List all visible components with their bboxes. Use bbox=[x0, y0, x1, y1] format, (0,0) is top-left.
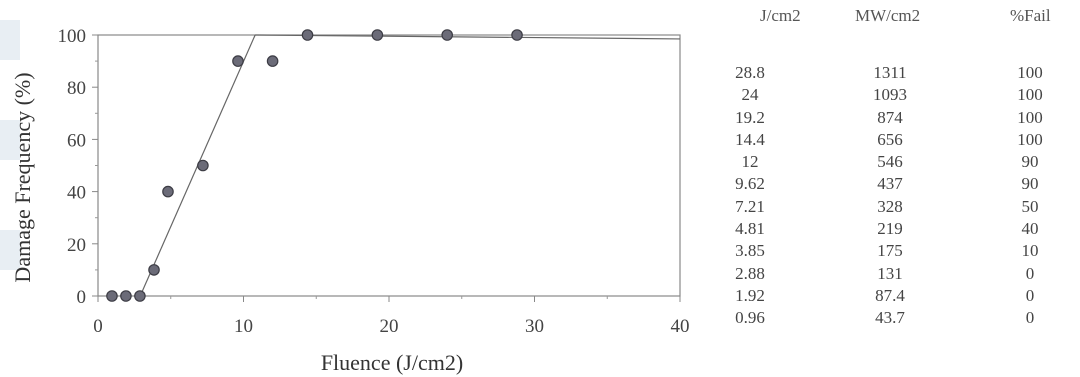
table-cell: 100 bbox=[1017, 63, 1043, 82]
y-tick-label: 40 bbox=[67, 183, 86, 204]
table-cell: 874 bbox=[877, 107, 903, 127]
table-cell: 9.62 bbox=[735, 174, 765, 194]
y-axis-ticks: 0 20 40 60 80 100 bbox=[58, 26, 98, 308]
x-tick-label: 30 bbox=[525, 316, 544, 337]
table-header-fail: %Fail bbox=[1010, 6, 1051, 25]
x-axis-title: Fluence (J/cm2) bbox=[321, 350, 463, 375]
table-cell: 546 bbox=[877, 152, 903, 172]
data-point bbox=[441, 29, 453, 41]
data-point bbox=[266, 55, 279, 67]
table-cell: 131 bbox=[877, 263, 903, 283]
table-column-jcm2: 28.8 24 19.2 14.4 12 9.62 7.21 4.81 3.85 2.88 1.92… bbox=[720, 62, 780, 330]
y-tick-label: 80 bbox=[67, 78, 86, 99]
table-cell: 100 bbox=[1017, 107, 1043, 127]
x-tick-label: 0 bbox=[93, 316, 103, 337]
damage-frequency-chart: 0 20 40 60 80 100 0 10 20 30 40 Fluence (J/cm2) D… bbox=[10, 26, 690, 375]
fluence-table: J/cm2 MW/cm2 %Fail 28.8 24 19.2 14.4 12 9.62 7… bbox=[720, 0, 1080, 377]
table-cell: 19.2 bbox=[735, 107, 765, 127]
table-cell: 175 bbox=[877, 241, 903, 261]
table-cell: 87.4 bbox=[875, 285, 905, 305]
x-tick-label: 20 bbox=[380, 316, 399, 337]
table-cell: 7.21 bbox=[735, 196, 765, 216]
table-cell: 1311 bbox=[873, 63, 907, 82]
table-cell: 1.92 bbox=[735, 285, 765, 305]
table-header-jcm2: J/cm2 bbox=[760, 6, 801, 25]
y-tick-label: 60 bbox=[67, 130, 86, 151]
data-point bbox=[148, 264, 160, 276]
table-column-fail: 100 100 100 100 90 90 50 40 10 0 0 0 bbox=[1000, 62, 1060, 330]
table-cell: 1093 bbox=[873, 85, 907, 105]
data-point bbox=[232, 55, 244, 67]
table-cell: 0 bbox=[1025, 308, 1035, 328]
data-point bbox=[197, 159, 209, 172]
table-cell: 50 bbox=[1021, 196, 1039, 216]
table-cell: 328 bbox=[877, 196, 903, 216]
fit-line bbox=[255, 34, 681, 40]
table-cell: 24 bbox=[741, 85, 759, 105]
table-column-mwcm2: 1311 1093 874 656 546 437 328 219 175 131 87.4 43.7 bbox=[850, 62, 930, 330]
left-edge-band bbox=[0, 230, 20, 270]
data-point bbox=[106, 290, 118, 302]
table-cell: 90 bbox=[1021, 152, 1039, 172]
table-cell: 219 bbox=[877, 219, 903, 239]
table-cell: 40 bbox=[1021, 219, 1039, 239]
table-cell: 90 bbox=[1021, 174, 1039, 194]
table-cell: 14.4 bbox=[735, 129, 765, 149]
table-cell: 100 bbox=[1017, 129, 1043, 149]
data-point bbox=[162, 185, 174, 198]
fit-lines bbox=[139, 34, 681, 297]
table-cell: 12 bbox=[741, 152, 759, 172]
table-cell: 3.85 bbox=[735, 241, 765, 261]
plot-frame bbox=[97, 34, 681, 297]
y-axis-title: Damage Frequency (%) bbox=[10, 72, 35, 282]
table-cell: 10 bbox=[1021, 241, 1039, 261]
table-cell: 656 bbox=[877, 129, 903, 149]
y-tick-label: 20 bbox=[67, 235, 86, 256]
table-cell: 43.7 bbox=[875, 308, 905, 328]
table-cell: 4.81 bbox=[735, 219, 765, 239]
x-axis-ticks: 0 10 20 30 40 bbox=[93, 296, 690, 337]
table-cell: 0 bbox=[1025, 263, 1035, 283]
table-cell: 437 bbox=[877, 174, 903, 194]
table-cell: 28.8 bbox=[735, 63, 765, 82]
data-point bbox=[134, 290, 146, 302]
table-cell: 0.96 bbox=[735, 308, 765, 328]
y-tick-label: 100 bbox=[58, 26, 87, 47]
x-tick-label: 10 bbox=[234, 316, 253, 337]
data-points bbox=[106, 29, 523, 302]
table-cell: 0 bbox=[1025, 285, 1035, 305]
table-cell: 100 bbox=[1017, 85, 1043, 105]
data-point bbox=[371, 29, 384, 41]
x-tick-label: 40 bbox=[671, 316, 690, 337]
left-edge-band bbox=[0, 120, 20, 160]
data-point bbox=[511, 29, 523, 41]
table-cell: 2.88 bbox=[735, 263, 765, 283]
data-point bbox=[301, 29, 314, 41]
y-tick-label: 0 bbox=[77, 287, 87, 308]
left-edge-band bbox=[0, 20, 20, 60]
table-header-mwcm2: MW/cm2 bbox=[855, 6, 921, 25]
data-point bbox=[120, 290, 132, 302]
